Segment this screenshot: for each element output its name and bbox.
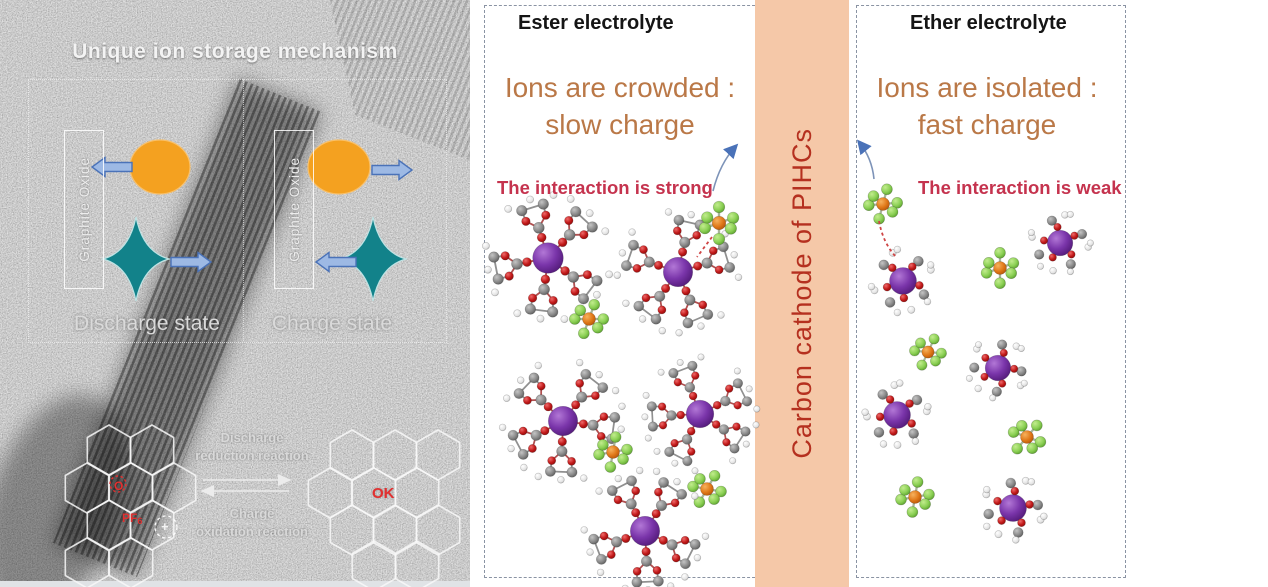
tem-title: Unique ion storage mechanism xyxy=(72,40,398,63)
ether-interaction-note: The interaction is weak xyxy=(918,177,1122,198)
state-divider xyxy=(243,79,244,341)
pf6-subscript: 6 xyxy=(137,516,143,526)
lattice-label-plus: + xyxy=(161,519,169,534)
ester-interaction-note: The interaction is strong xyxy=(497,177,713,198)
carbon-cathode-bar: Carbon cathode of PIHCs xyxy=(755,0,849,587)
discharge-reaction-line2: reduction reaction xyxy=(195,448,309,463)
mechanism-dotted-box xyxy=(28,79,447,343)
discharge-state-label: Discharge state xyxy=(74,312,220,335)
lattice-label-ok: OK xyxy=(372,485,395,502)
lattice-label-oxygen: O xyxy=(114,479,124,493)
charge-state-label: Charge state xyxy=(271,312,393,335)
ester-headline: Ions are crowded : slow charge xyxy=(490,69,750,143)
discharge-reaction-label: Discharge reduction reaction xyxy=(172,429,332,465)
tem-panel: Unique ion storage mechanism Graphite Ox… xyxy=(0,0,470,587)
lattice-label-pf6: PF6 xyxy=(122,511,142,526)
graphite-oxide-box-discharge: Graphite Oxide xyxy=(64,130,104,289)
ether-panel-title: Ether electrolyte xyxy=(910,12,1067,34)
graphite-oxide-label: Graphite Oxide xyxy=(76,157,92,262)
ether-headline-line2: fast charge xyxy=(917,109,1057,140)
ester-headline-line1: Ions are crowded : xyxy=(504,72,736,103)
ether-headline-line1: Ions are isolated : xyxy=(876,72,1098,103)
charge-reaction-line1: Charge xyxy=(229,506,275,521)
ester-headline-line2: slow charge xyxy=(545,109,695,140)
carbon-cathode-label: Carbon cathode of PIHCs xyxy=(786,128,817,459)
tem-fringes-top-right xyxy=(330,0,470,160)
charge-reaction-line2: oxidation reaction xyxy=(196,524,308,539)
graphite-oxide-label: Graphite Oxide xyxy=(286,157,302,262)
tem-bottom-strip xyxy=(0,581,470,587)
charge-reaction-label: Charge oxidation reaction xyxy=(172,505,332,541)
ester-panel-title: Ester electrolyte xyxy=(518,12,674,34)
ether-headline: Ions are isolated : fast charge xyxy=(862,69,1112,143)
discharge-reaction-line1: Discharge xyxy=(220,430,284,445)
graphite-oxide-box-charge: Graphite Oxide xyxy=(274,130,314,289)
pf6-base: PF xyxy=(122,511,138,525)
